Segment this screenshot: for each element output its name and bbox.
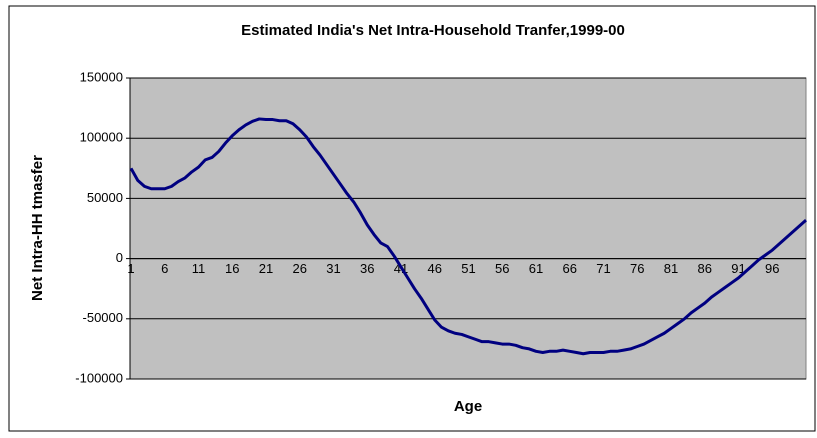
x-tick-label: 61: [529, 261, 543, 276]
x-tick-label: 56: [495, 261, 509, 276]
data-line: [129, 117, 807, 356]
x-tick-label: 21: [259, 261, 273, 276]
y-tick-label: -100000: [75, 370, 123, 385]
x-tick-label: 76: [630, 261, 644, 276]
x-tick-label: 6: [161, 261, 168, 276]
x-tick-label: 66: [563, 261, 577, 276]
y-axis-label: Net Intra-HH tmasfer: [29, 155, 46, 301]
x-tick-label: 51: [461, 261, 475, 276]
chart-title: Estimated India's Net Intra-Household Tr…: [241, 22, 625, 39]
x-tick-label: 71: [596, 261, 610, 276]
x-tick-label: 1: [127, 261, 134, 276]
x-tick-label: 26: [293, 261, 307, 276]
x-tick-label: 46: [428, 261, 442, 276]
x-tick-label: 96: [765, 261, 779, 276]
x-tick-label: 91: [731, 261, 745, 276]
plot-area: [129, 77, 807, 380]
y-tick-label: 100000: [80, 130, 123, 145]
y-tick-label: -50000: [83, 310, 123, 325]
x-tick-label: 11: [192, 261, 206, 276]
x-tick-label: 31: [326, 261, 340, 276]
x-axis-label: Age: [454, 398, 482, 415]
y-tick-label: 150000: [80, 69, 123, 84]
y-tick-label: 50000: [87, 190, 123, 205]
x-tick-label: 16: [225, 261, 239, 276]
y-tick-label: 0: [116, 250, 123, 265]
x-tick-label: 81: [664, 261, 678, 276]
x-tick-label: 36: [360, 261, 374, 276]
x-tick-label: 86: [698, 261, 712, 276]
